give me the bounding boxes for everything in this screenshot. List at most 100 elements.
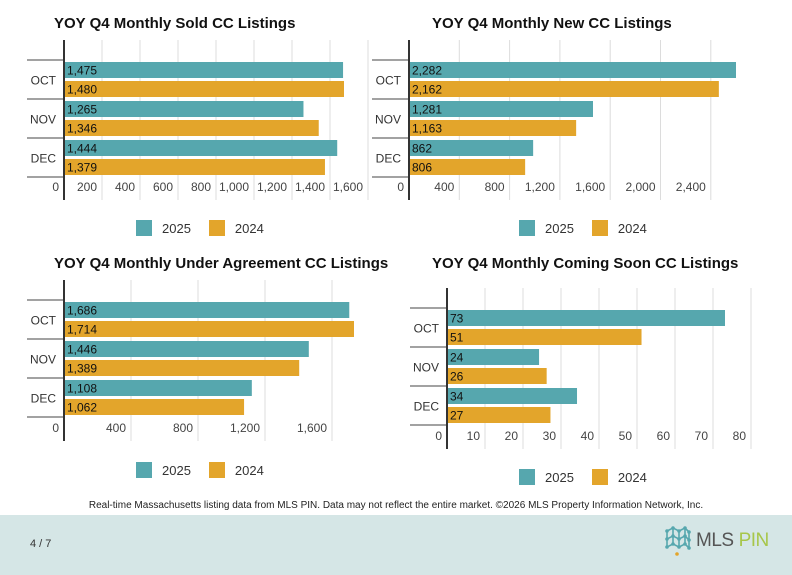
category-label: OCT	[414, 322, 440, 336]
data-label: 1,062	[67, 401, 97, 415]
x-tick-label: 1,600	[297, 421, 327, 435]
category-label: DEC	[31, 392, 57, 406]
bar-2025-dec	[65, 380, 252, 396]
bar-2025-nov	[65, 101, 304, 117]
chart-legend: 2025 2024	[519, 469, 665, 485]
bar-2024-dec	[448, 407, 551, 423]
x-tick-label: 2,400	[676, 180, 706, 194]
x-tick-label: 1,000	[219, 180, 249, 194]
chart-new: OCT 2,282 2,162 NOV 1,281 1,163 DEC 862 806 0 400 8…	[372, 40, 736, 200]
data-label: 862	[412, 142, 432, 156]
data-label: 1,281	[412, 103, 442, 117]
x-tick-label: 400	[106, 421, 126, 435]
chart-legend: 2025 2024	[136, 220, 282, 236]
x-tick-label: 50	[619, 429, 633, 443]
bar-2024-dec	[410, 159, 526, 175]
chart-coming-soon: OCT 73 51 NOV 24 26 DEC 34 27 0 10 20 30 40 50 60 70 80	[410, 288, 752, 449]
x-tick-label: 1,200	[230, 421, 260, 435]
x-tick-label: 800	[173, 421, 193, 435]
category-label: OCT	[376, 74, 402, 88]
x-tick-label: 60	[657, 429, 671, 443]
data-label: 1,480	[67, 83, 97, 97]
mls-pin-logo: MLS PIN	[664, 525, 769, 557]
bar-2024-oct	[65, 321, 354, 337]
chart-under-agreement: OCT 1,686 1,714 NOV 1,446 1,389 DEC 1,108 1,062 0…	[27, 280, 354, 441]
category-label: DEC	[414, 400, 440, 414]
category-label: NOV	[413, 361, 439, 375]
x-tick-label: 0	[397, 180, 404, 194]
bar-2024-nov	[448, 368, 547, 384]
legend-label-2025: 2025	[162, 462, 191, 478]
x-tick-label: 200	[77, 180, 97, 194]
data-label: 24	[450, 351, 464, 365]
data-label: 1,475	[67, 64, 97, 78]
bar-2025-oct	[410, 62, 736, 78]
chart-legend: 2025 2024	[519, 220, 665, 236]
bar-2025-dec	[448, 388, 578, 404]
legend-label-2025: 2025	[162, 220, 191, 236]
data-label: 1,108	[67, 382, 97, 396]
x-tick-label: 10	[467, 429, 481, 443]
legend-swatch-2025	[519, 469, 535, 485]
bar-2025-dec	[65, 140, 338, 156]
x-tick-label: 0	[52, 421, 59, 435]
data-label: 34	[450, 390, 464, 404]
x-tick-label: 1,400	[295, 180, 325, 194]
x-tick-label: 400	[434, 180, 454, 194]
bar-2025-oct	[448, 310, 725, 326]
chart-sold: OCT 1,475 1,480 NOV 1,265 1,346 DEC 1,444 1,379 0…	[27, 40, 369, 200]
footer: 4 / 7 MLS PIN	[0, 515, 792, 575]
network-logo-icon	[665, 526, 691, 556]
data-label: 27	[450, 409, 464, 423]
legend-label-2024: 2024	[234, 220, 264, 236]
category-label: NOV	[375, 113, 401, 127]
footnote: Real-time Massachusetts listing data fro…	[88, 500, 704, 511]
bar-2025-nov	[410, 101, 593, 117]
bar-2025-oct	[65, 62, 344, 78]
x-tick-label: 30	[543, 429, 557, 443]
x-tick-label: 2,000	[625, 180, 655, 194]
legend-label-2024: 2024	[234, 462, 264, 478]
legend-swatch-2024	[208, 462, 225, 478]
data-label: 1,163	[412, 122, 442, 136]
bar-2025-nov	[65, 341, 309, 357]
data-label: 1,714	[67, 323, 97, 337]
bar-2024-oct	[410, 81, 719, 97]
bar-2024-nov	[65, 120, 319, 136]
category-label: OCT	[31, 314, 57, 328]
x-tick-label: 20	[505, 429, 519, 443]
data-label: 2,282	[412, 64, 442, 78]
x-tick-label: 0	[52, 180, 59, 194]
bar-2024-oct	[65, 81, 344, 97]
x-tick-label: 70	[695, 429, 709, 443]
x-tick-label: 40	[581, 429, 595, 443]
legend-label-2024: 2024	[617, 220, 647, 236]
bar-2024-dec	[65, 399, 245, 415]
legend-swatch-2024	[208, 220, 225, 236]
data-label: 1,265	[67, 103, 97, 117]
data-label: 1,686	[67, 304, 97, 318]
legend-swatch-2025	[136, 220, 152, 236]
bar-2024-oct	[448, 329, 642, 345]
data-label: 51	[450, 331, 464, 345]
legend-swatch-2024	[591, 469, 608, 485]
chart-title: YOY Q4 Monthly Sold CC Listings	[54, 15, 296, 32]
bar-2025-dec	[410, 140, 534, 156]
category-label: DEC	[376, 152, 402, 166]
legend-label-2025: 2025	[545, 469, 574, 485]
chart-title: YOY Q4 Monthly New CC Listings	[432, 15, 672, 32]
chart-title: YOY Q4 Monthly Under Agreement CC Listin…	[54, 255, 389, 272]
legend-swatch-2024	[591, 220, 608, 236]
logo-text-pin: PIN	[738, 530, 770, 551]
bar-2025-oct	[65, 302, 350, 318]
x-tick-label: 1,600	[575, 180, 605, 194]
data-label: 1,389	[67, 362, 97, 376]
chart-title: YOY Q4 Monthly Coming Soon CC Listings	[432, 255, 739, 272]
x-tick-label: 1,200	[257, 180, 287, 194]
category-label: DEC	[31, 152, 57, 166]
category-label: NOV	[30, 113, 56, 127]
legend-swatch-2025	[519, 220, 535, 236]
chart-legend: 2025 2024	[136, 462, 282, 478]
bar-2024-dec	[65, 159, 325, 175]
data-label: 26	[450, 370, 464, 384]
